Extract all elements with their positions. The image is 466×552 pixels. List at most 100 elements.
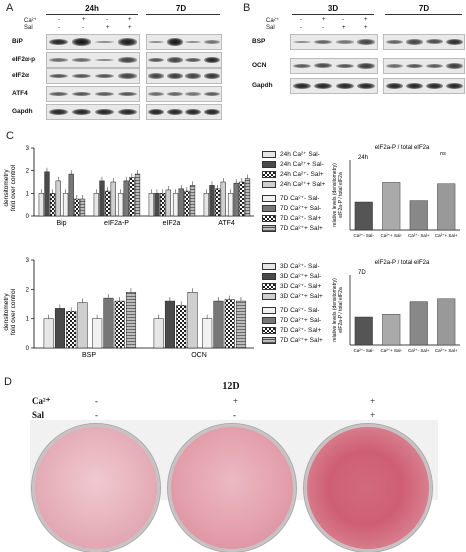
bar — [220, 181, 226, 217]
blot-strip-24h — [46, 52, 140, 68]
blot-band — [335, 40, 354, 44]
legend-label: 3D Ca²⁺+ Sal- — [280, 273, 322, 280]
bar — [437, 183, 456, 231]
bar — [409, 301, 428, 346]
blot-band — [94, 91, 115, 97]
blot-band — [117, 73, 138, 79]
bar — [164, 300, 176, 349]
legend-swatch — [262, 204, 276, 212]
sal-sign: + — [128, 25, 132, 31]
bar — [43, 318, 54, 349]
sal-sign: - — [58, 25, 60, 31]
legend-item: 24h Ca²⁺- Sal+ — [262, 170, 324, 178]
sal-sign: + — [370, 410, 376, 420]
panel-b-header-line — [385, 14, 462, 15]
blot-row-label: OCN — [252, 62, 267, 69]
bar — [93, 193, 99, 217]
legend-item: 3D Ca²⁺- Sal- — [262, 262, 320, 270]
sal-sign: + — [106, 25, 110, 31]
legend-swatch — [262, 194, 276, 202]
y-tick-label: 2 — [26, 169, 30, 175]
side-top-ylabel2: eIF2a-P / total eIF2a — [338, 172, 344, 218]
y-tick-label: 1 — [26, 191, 30, 197]
blot-band — [335, 82, 354, 90]
bar — [437, 298, 456, 346]
bar — [227, 193, 234, 217]
blot-band — [292, 82, 311, 90]
blot-band — [445, 38, 463, 46]
side-chart-bottom: Ca²⁺- Sal- Ca²⁺+ Sal- Ca²⁺- Sal+ Ca²⁺+ Sal+… — [332, 260, 460, 353]
bar — [354, 316, 373, 346]
y-tick-label: 3 — [26, 258, 30, 264]
side-bottom-title: eIF2a-P / total eIF2a — [375, 260, 430, 266]
blot-band — [314, 82, 333, 90]
legend-item: 7D Ca²⁺+ Sal- — [262, 316, 321, 324]
blot-strip-3d — [290, 58, 378, 74]
bar — [117, 193, 124, 217]
legend-swatch — [262, 336, 276, 344]
blot-strip-7d — [146, 34, 222, 50]
ca-sign: - — [95, 396, 98, 406]
sal-sign: - — [233, 410, 236, 420]
blot-band — [445, 82, 463, 90]
y-tick-label: 1 — [26, 317, 30, 323]
blot-band — [71, 73, 92, 79]
sal-label: Sal — [266, 25, 275, 31]
blot-band — [94, 58, 115, 62]
blot-strip-3d — [290, 78, 378, 94]
bar — [213, 300, 224, 349]
legend-label: 24h Ca²⁺+ Sal+ — [280, 181, 326, 188]
panel-a-header-line — [46, 14, 138, 15]
blot-band — [385, 82, 403, 90]
blot-band — [292, 63, 311, 69]
bar — [123, 180, 129, 217]
blot-band — [203, 91, 220, 97]
blot-band — [48, 38, 69, 46]
blot-band — [117, 108, 138, 116]
bar — [233, 182, 239, 217]
blot-strip-7d — [146, 104, 222, 120]
bar — [409, 200, 428, 231]
legend-swatch — [262, 316, 276, 324]
blot-band — [335, 63, 354, 69]
ca-label: Ca²⁺ — [266, 18, 279, 24]
bar — [79, 198, 86, 217]
legend-item: 24h Ca²⁺+ Sal+ — [262, 180, 325, 188]
y-tick-label: 3 — [26, 146, 30, 152]
sal-label: Sal — [24, 25, 33, 31]
bar — [202, 318, 213, 349]
legend-label: 3D Ca²⁺- Sal+ — [280, 283, 322, 290]
panel-d-ca-label: Ca²⁺ — [32, 396, 51, 406]
culture-dish-1 — [32, 424, 160, 552]
panel-d-sal-label: Sal — [32, 410, 45, 420]
blot-row-label: eIF2α — [12, 72, 30, 79]
sal-sign: - — [322, 25, 324, 31]
sal-sign: + — [364, 25, 368, 31]
bar — [235, 300, 247, 349]
bar — [92, 318, 103, 349]
legend-swatch — [262, 170, 276, 178]
legend-swatch — [262, 306, 276, 314]
blot-row-label: BiP — [12, 38, 23, 45]
bar — [187, 292, 198, 349]
blot-band — [166, 92, 183, 96]
legend-label: 7D Ca²⁺+ Sal+ — [280, 225, 323, 232]
blot-band — [185, 40, 202, 44]
bar — [134, 173, 141, 217]
blot-band — [357, 63, 376, 69]
bar — [114, 300, 125, 349]
ca-sign: + — [128, 17, 132, 23]
legend-label: 3D Ca²⁺+ Sal+ — [280, 293, 323, 300]
blot-row-label: BSP — [252, 38, 266, 45]
chart-bottom: 0 1 2 3 BSP OCN densitometry fold over contro… — [3, 258, 254, 359]
blot-strip-7d — [146, 86, 222, 102]
blot-band — [71, 58, 92, 62]
blot-band — [117, 38, 138, 46]
blot-strip-7d — [146, 52, 222, 68]
blot-band — [314, 40, 333, 44]
side-bottom-ylabel: relative levels (densitometry) — [332, 278, 338, 342]
bar — [110, 181, 116, 217]
bar — [129, 177, 135, 217]
x-tick-label: BSP — [82, 352, 96, 359]
panel-b-header-line — [292, 14, 374, 15]
